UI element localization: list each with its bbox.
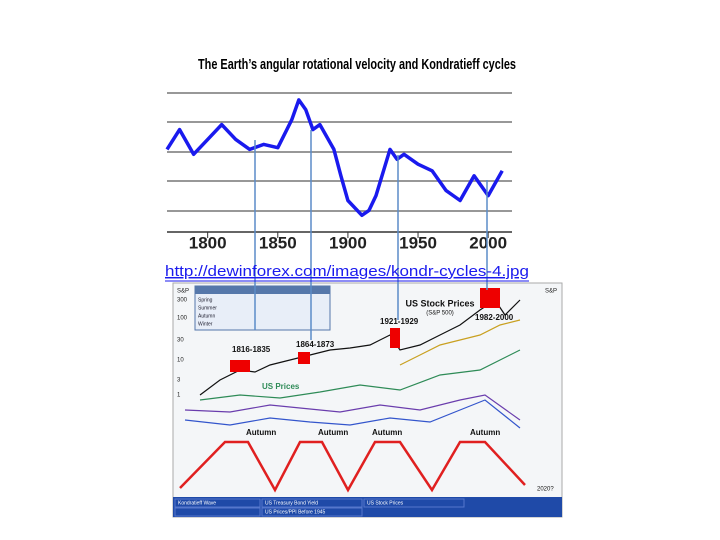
stock-line [199,299,521,396]
x-tick-label: 1800 [189,233,227,252]
mining-line [399,319,521,366]
inset-label: Autumn [246,428,276,437]
wave-peak [230,360,250,372]
legend-cell [363,498,465,508]
arrows [254,130,488,340]
inset-label: US Stock Prices [367,500,404,506]
inset-label: Autumn [318,428,348,437]
inset-label: US Prices [262,382,300,391]
x-tick-label: 1900 [329,233,367,252]
inset-label: 2020? [537,487,554,493]
inset-label: Winter [198,321,213,327]
inset-label: US Treasury Bond Yield [265,500,318,506]
k-wave [179,440,526,493]
legend-cell [174,507,261,517]
inset-label: 1921-1929 [380,317,419,326]
wave-peak [298,352,310,364]
inset-label: 1816-1835 [232,345,271,354]
x-tick-label: 1950 [399,233,437,252]
inset-label: 10 [177,358,184,364]
wave-peak [480,288,500,308]
inset-label: 30 [177,338,184,344]
inset-label: Kondratieff Wave [178,500,216,506]
inset-label: 1864-1873 [296,340,335,349]
inset-label: 3 [177,378,181,384]
inset-label: US Prices/PPI Before 1945 [265,509,326,515]
season-table-header [195,286,330,294]
inset-label: 1982-2000 [475,313,514,322]
inset-label: Autumn [470,428,500,437]
inset-label: 100 [177,316,188,322]
legend-cell [261,507,363,517]
legend-cells [174,498,465,517]
yield-line [184,394,521,421]
grid [167,92,512,233]
slide-title: The Earth’s angular rotational velocity … [198,56,516,73]
ppi-line [199,349,521,401]
kondratieff-chart: S&P 300 100 30 10 3 1 S&P Spring Summer Autumn Wint… [173,285,562,517]
x-tick-label: 1850 [259,233,297,252]
inset-label: Autumn [198,313,215,319]
inset-label: Autumn [372,428,402,437]
rotation-chart: 1800 1850 1900 1950 2000 [165,85,512,252]
legend-cell [174,498,261,508]
link[interactable]: http://dewinforex.com/images/kondr-cycle… [165,263,529,280]
inset-label: (S&P 500) [426,311,454,317]
legend-cell [261,498,363,508]
inset-label: 1 [177,393,181,399]
data-line [165,98,504,218]
inset-label: US Stock Prices [405,298,474,308]
x-tick-label: 2000 [469,233,507,252]
bond-line [184,399,521,429]
inset-label: S&P [545,289,557,295]
inset-label: S&P [177,289,189,295]
inset-label: 300 [177,298,188,304]
inset-label: Summer [198,305,217,311]
inset-label: Spring [198,297,213,303]
wave-peak [390,328,400,348]
